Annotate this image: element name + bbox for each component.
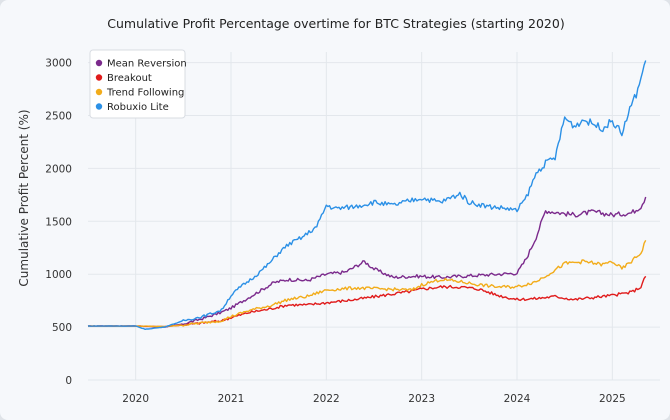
x-tick-label: 2020 <box>122 393 149 405</box>
legend-swatch <box>95 88 103 96</box>
series-lines <box>87 60 647 330</box>
legend-box <box>89 49 186 119</box>
x-tick-label: 2024 <box>504 393 531 405</box>
legend-label: Trend Following <box>106 88 184 99</box>
legend-label: Mean Reversion <box>107 59 187 70</box>
series-line <box>87 275 647 328</box>
legend-swatch <box>95 59 103 67</box>
y-tick-label: 0 <box>65 375 72 387</box>
y-tick-label: 500 <box>52 322 72 334</box>
x-tick-label: 2022 <box>313 393 340 405</box>
legend-swatch <box>95 74 103 81</box>
y-tick-label: 3000 <box>45 58 72 70</box>
legend-label: Robuxio Lite <box>107 102 169 113</box>
x-tick-label: 2025 <box>599 393 626 405</box>
y-tick-label: 1000 <box>45 269 72 281</box>
y-tick-label: 2000 <box>45 163 72 175</box>
chart-title: Cumulative Profit Percentage overtime fo… <box>107 16 564 31</box>
series-line <box>87 239 647 328</box>
y-tick-label: 1500 <box>45 216 72 228</box>
legend-swatch <box>95 103 103 110</box>
y-tick-label: 2500 <box>45 110 72 122</box>
y-axis-label: Cumulative Profit Percent (%) <box>17 109 31 286</box>
series-line <box>88 60 647 330</box>
legend-label: Breakout <box>107 73 152 84</box>
x-tick-label: 2021 <box>218 393 245 405</box>
series-line <box>88 196 647 328</box>
axes: 0 500 1000 1500 2000 2500 3000 2020 2021 2022 2023… <box>45 58 625 405</box>
legend: Mean Reversion Breakout Trend Following Rob… <box>89 49 187 119</box>
x-tick-label: 2023 <box>408 393 435 405</box>
